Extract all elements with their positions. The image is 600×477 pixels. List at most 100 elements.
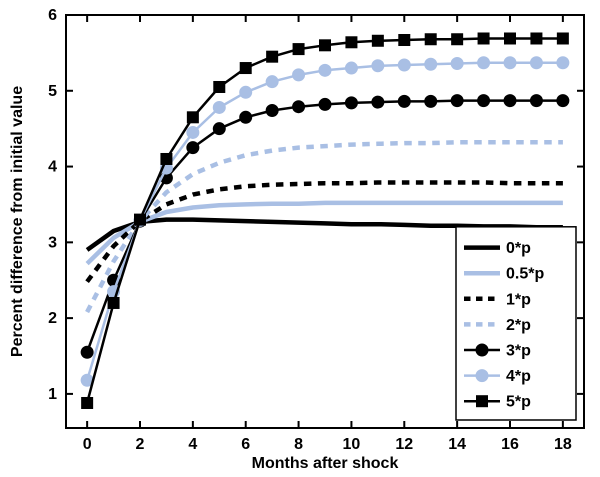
x-tick-label: 18 — [554, 436, 572, 453]
data-point-circle — [503, 94, 517, 108]
data-point-circle — [186, 125, 200, 139]
legend-entry: 5*p — [464, 394, 531, 411]
data-point-circle — [344, 61, 358, 75]
data-point-circle — [371, 59, 385, 73]
data-point-square — [371, 34, 384, 47]
x-tick-label: 0 — [83, 436, 92, 453]
data-point-circle — [477, 56, 491, 70]
y-tick-label: 2 — [48, 310, 57, 327]
data-point-circle — [239, 110, 253, 124]
y-tick-label: 5 — [48, 83, 57, 100]
data-point-square — [398, 34, 411, 47]
data-point-circle — [344, 96, 358, 110]
series-1-p — [85, 180, 563, 284]
data-point-circle — [450, 56, 464, 70]
data-point-circle — [292, 100, 306, 114]
data-point-circle — [318, 97, 332, 111]
data-point-square — [239, 62, 252, 75]
data-point-square — [292, 43, 305, 56]
data-point-circle — [424, 94, 438, 108]
series-line — [85, 180, 563, 284]
data-point-square — [213, 80, 226, 93]
data-point-square — [476, 395, 488, 408]
data-point-circle — [556, 56, 570, 70]
y-tick-label: 4 — [48, 159, 57, 176]
series-0.5-p — [85, 200, 563, 266]
data-point-circle — [397, 58, 411, 72]
data-point-square — [345, 36, 358, 49]
x-tick-label: 14 — [448, 436, 466, 453]
data-point-square — [319, 39, 331, 52]
data-point-square — [530, 32, 543, 45]
data-point-circle — [529, 94, 543, 108]
series-5-p — [81, 32, 569, 409]
data-point-square — [266, 50, 279, 63]
legend-entry: 0.5*p — [464, 266, 544, 283]
data-point-square — [451, 33, 464, 46]
series-group — [80, 32, 570, 409]
x-tick-label: 10 — [343, 436, 361, 453]
legend-label: 5*p — [506, 394, 531, 411]
data-point-circle — [503, 56, 517, 70]
x-tick-label: 8 — [294, 436, 303, 453]
x-tick-label: 6 — [241, 436, 250, 453]
data-point-square — [107, 296, 120, 309]
x-axis: 0 2 4 6 8 10 12 14 16 18 — [83, 15, 572, 453]
data-point-circle — [371, 95, 385, 109]
data-point-circle — [212, 122, 226, 136]
legend-label: 1*p — [506, 291, 531, 308]
data-point-circle — [556, 94, 570, 108]
data-point-circle — [424, 57, 438, 71]
plot-border — [65, 14, 585, 429]
data-point-circle — [186, 141, 200, 155]
series-2-p — [85, 140, 563, 314]
x-axis-label: Months after shock — [252, 455, 399, 472]
data-point-circle — [450, 94, 464, 108]
legend-entry: 3*p — [464, 343, 531, 360]
data-point-circle — [475, 343, 489, 357]
data-point-circle — [212, 100, 226, 114]
x-tick-label: 4 — [188, 436, 197, 453]
data-point-circle — [475, 369, 489, 383]
data-point-circle — [477, 94, 491, 108]
data-point-square — [186, 111, 199, 124]
y-axis-label: Percent difference from initial value — [9, 86, 26, 357]
y-tick-label: 1 — [48, 386, 57, 403]
data-point-circle — [80, 345, 94, 359]
data-point-circle — [265, 75, 279, 89]
legend: 0*p 0.5*p 1*p 2*p 3*p 4*p 5*p — [455, 226, 577, 421]
legend-entry: 0*p — [464, 240, 531, 257]
data-point-square — [504, 32, 516, 45]
legend-entry: 1*p — [464, 291, 531, 308]
data-point-circle — [397, 94, 411, 108]
data-point-circle — [529, 56, 543, 70]
data-point-circle — [239, 85, 253, 99]
y-axis: 1 2 3 4 5 6 — [48, 7, 584, 403]
data-point-circle — [292, 68, 306, 82]
legend-label: 4*p — [506, 368, 531, 385]
legend-entry: 4*p — [464, 368, 531, 385]
data-point-circle — [318, 63, 332, 77]
y-tick-label: 6 — [48, 7, 57, 24]
legend-label: 0*p — [506, 240, 531, 257]
data-point-square — [424, 33, 437, 46]
data-point-square — [556, 32, 569, 45]
x-tick-label: 2 — [136, 436, 145, 453]
data-point-square — [81, 396, 94, 409]
data-point-square — [477, 32, 490, 45]
legend-entry: 2*p — [464, 317, 531, 334]
legend-label: 2*p — [506, 317, 531, 334]
legend-label: 0.5*p — [506, 266, 544, 283]
data-point-circle — [265, 103, 279, 117]
series-line — [85, 200, 563, 266]
x-tick-label: 12 — [395, 436, 413, 453]
legend-label: 3*p — [506, 343, 531, 360]
y-tick-label: 3 — [48, 234, 57, 251]
data-point-square — [134, 213, 146, 226]
x-tick-label: 16 — [501, 436, 519, 453]
series-line — [85, 140, 563, 314]
data-point-square — [160, 152, 173, 165]
